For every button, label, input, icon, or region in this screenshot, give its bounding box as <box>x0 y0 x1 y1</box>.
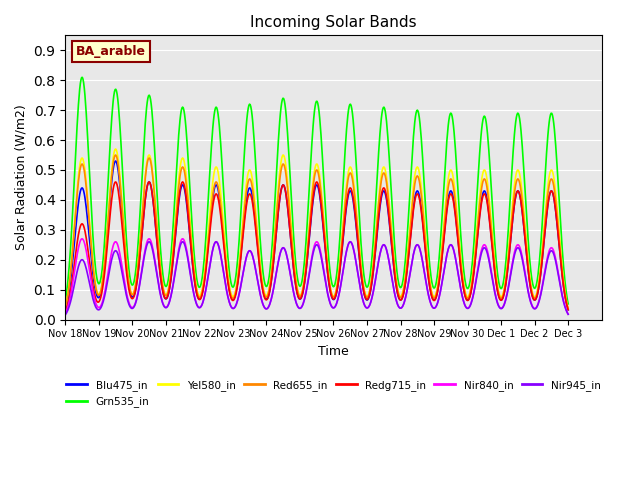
Text: BA_arable: BA_arable <box>76 45 146 58</box>
Y-axis label: Solar Radiation (W/m2): Solar Radiation (W/m2) <box>15 105 28 250</box>
Legend: Blu475_in, Grn535_in, Yel580_in, Red655_in, Redg715_in, Nir840_in, Nir945_in: Blu475_in, Grn535_in, Yel580_in, Red655_… <box>62 376 605 411</box>
Title: Incoming Solar Bands: Incoming Solar Bands <box>250 15 417 30</box>
X-axis label: Time: Time <box>318 345 349 358</box>
